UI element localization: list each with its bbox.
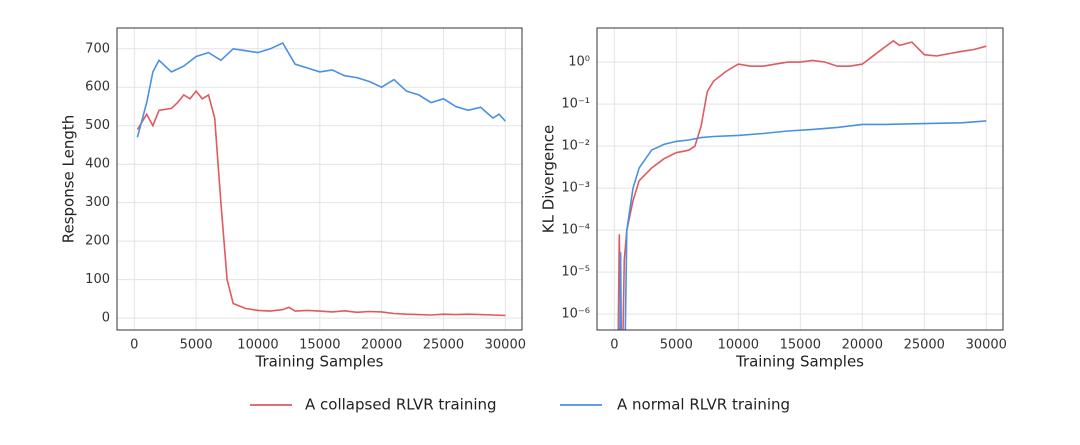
x-tick-label: 30000 — [485, 338, 526, 353]
y-tick-label: 500 — [85, 118, 110, 133]
plot-area — [136, 41, 506, 317]
axes-frame — [116, 27, 523, 331]
y-tick-label: 200 — [85, 234, 110, 249]
x-tick-label: 15000 — [299, 338, 340, 353]
x-axis-label: Training Samples — [254, 353, 383, 371]
x-tick-label: 20000 — [361, 338, 402, 353]
x-tick-label: 25000 — [423, 338, 464, 353]
series-line — [136, 89, 506, 317]
x-tick-label: 25000 — [904, 338, 945, 353]
y-tick-label: 10⁻⁶ — [561, 307, 590, 322]
y-tick-label: 10⁻¹ — [561, 97, 590, 112]
y-tick-label: 10⁻⁵ — [561, 265, 590, 280]
x-tick-label: 0 — [610, 338, 618, 353]
y-tick-label: 100 — [85, 272, 110, 287]
y-tick-label: 10⁻³ — [561, 181, 590, 196]
x-tick-label: 10000 — [718, 338, 759, 353]
x-tick-label: 20000 — [842, 338, 883, 353]
x-tick-label: 0 — [130, 338, 138, 353]
series-line — [619, 120, 987, 330]
y-tick-label: 0 — [102, 311, 110, 326]
x-tick-label: 10000 — [237, 338, 278, 353]
y-tick-label: 400 — [85, 157, 110, 172]
legend-text: A normal RLVR training — [617, 396, 790, 414]
y-tick-label: 10⁻⁴ — [561, 223, 590, 238]
x-axis-label: Training Samples — [735, 353, 864, 371]
x-tick-label: 5000 — [180, 338, 213, 353]
x-tick-label: 5000 — [660, 338, 693, 353]
axes-frame — [596, 27, 1004, 331]
series-line — [136, 41, 506, 138]
y-tick-label: 300 — [85, 195, 110, 210]
x-tick-label: 30000 — [966, 338, 1007, 353]
y-tick-label: 10⁻² — [561, 139, 590, 154]
y-tick-label: 10⁰ — [568, 55, 590, 70]
y-tick-label: 700 — [85, 41, 110, 56]
y-axis-label: Response Length — [60, 115, 78, 244]
x-tick-label: 15000 — [780, 338, 821, 353]
legend-text: A collapsed RLVR training — [305, 396, 497, 414]
plot-area — [617, 39, 987, 330]
y-tick-label: 600 — [85, 80, 110, 95]
y-axis-label: KL Divergence — [540, 125, 558, 233]
series-line — [617, 39, 987, 330]
